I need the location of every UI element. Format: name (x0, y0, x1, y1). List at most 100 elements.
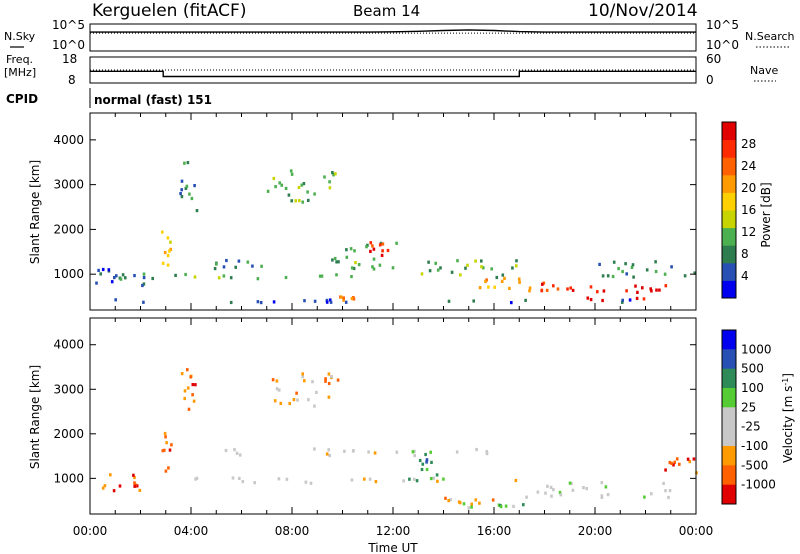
scatter-cell (142, 282, 146, 286)
scatter-cell (601, 274, 605, 278)
scatter-cell (331, 171, 334, 175)
scatter-cell (450, 270, 454, 274)
colorbar-tick-label: 12 (741, 225, 756, 239)
scatter-cell (138, 488, 142, 492)
scatter-cell (133, 481, 136, 485)
scatter-cell (559, 493, 563, 497)
scatter-cell (357, 263, 361, 267)
scatter-cell (164, 469, 168, 473)
scatter-cell (371, 244, 374, 248)
scatter-cell (621, 298, 624, 302)
velocity-scatter (101, 368, 698, 510)
freq-right-bottom-label: 0 (706, 73, 714, 87)
scatter-cell (350, 296, 354, 301)
scatter-cell (168, 448, 172, 452)
scatter-cell (429, 477, 433, 481)
nsearch-label: N.Search (745, 30, 795, 43)
scatter-cell (294, 199, 297, 203)
scatter-cell (442, 477, 445, 481)
scatter-cell (224, 448, 228, 453)
beam-title: Beam 14 (353, 2, 420, 20)
scatter-cell (522, 503, 525, 507)
scatter-cell (428, 269, 432, 273)
scatter-cell (343, 449, 346, 453)
colorbar-segment (722, 227, 736, 246)
scatter-cell (259, 301, 263, 305)
scatter-cell (307, 198, 310, 202)
scatter-cell (470, 505, 473, 509)
scatter-cell (386, 248, 390, 253)
power-panel: 1000 2000 3000 4000 Slant Range [km] 4 8 12 16… (28, 112, 773, 311)
scatter-cell (600, 481, 604, 485)
scatter-cell (284, 186, 288, 190)
scatter-cell (241, 480, 245, 484)
scatter-cell (381, 242, 385, 246)
scatter-cell (391, 266, 395, 270)
colorbar-tick-label: -1000 (741, 478, 776, 492)
scatter-cell (311, 380, 314, 384)
scatter-cell (161, 449, 165, 453)
scatter-cell (301, 372, 304, 376)
scatter-cell (512, 504, 515, 508)
scatter-cell (297, 185, 301, 190)
scatter-cell (474, 259, 477, 263)
x-axis-label: Time UT (367, 541, 418, 554)
scatter-cell (95, 281, 98, 285)
scatter-cell (378, 263, 382, 267)
scatter-cell (238, 453, 242, 457)
scatter-cell (411, 450, 415, 454)
scatter-cell (617, 267, 620, 271)
velocity-colorbar-label: Velocity [m s-1] (781, 373, 796, 463)
colorbar-segment (722, 368, 736, 389)
x-tick-label: 00:00 (73, 524, 108, 538)
scatter-cell (195, 476, 199, 480)
scatter-cell (256, 300, 260, 304)
scatter-cell (132, 473, 135, 477)
scatter-cell (585, 487, 588, 491)
colorbar-frame (721, 329, 737, 505)
scatter-cell (606, 274, 610, 278)
scatter-cell (566, 287, 569, 291)
scatter-cell (193, 184, 196, 188)
freq-right-top-label: 60 (706, 52, 721, 66)
scatter-cell (234, 265, 237, 269)
scatter-cell (420, 467, 424, 472)
power-y-label: Slant Range [km] (28, 160, 42, 264)
scatter-cell (475, 447, 478, 452)
colorbar-segment (722, 262, 736, 281)
scatter-cell (604, 485, 608, 489)
scatter-cell (528, 289, 531, 293)
scatter-cell (425, 467, 429, 472)
scatter-cell (643, 495, 646, 499)
scatter-cell (313, 299, 317, 303)
scatter-cell (166, 263, 170, 267)
scatter-cell (624, 262, 627, 266)
scatter-cell (664, 489, 667, 493)
scatter-cell (570, 481, 573, 486)
scatter-cell (304, 480, 308, 484)
scatter-cell (491, 498, 495, 502)
y-tick-label: 2000 (53, 427, 84, 441)
scatter-cell (655, 288, 658, 292)
scatter-cell (612, 260, 616, 264)
scatter-cell (231, 476, 235, 480)
scatter-cell (161, 261, 165, 265)
y-tick-label: 1000 (53, 267, 84, 281)
scatter-cell (340, 295, 343, 299)
colorbar-tick-label: 100 (741, 381, 764, 395)
scatter-cell (408, 477, 411, 481)
scatter-cell (569, 286, 572, 290)
scatter-cell (222, 274, 226, 278)
scatter-cell (378, 243, 382, 247)
scatter-cell (645, 268, 649, 272)
scatter-cell (336, 378, 340, 382)
cpid-value: normal (fast) 151 (94, 93, 212, 107)
scatter-cell (582, 486, 585, 490)
freq-label-line2: [MHz] (4, 66, 36, 79)
scatter-cell (327, 381, 331, 386)
scatter-cell (349, 247, 353, 251)
scatter-cell (174, 273, 177, 277)
x-tick-label: 12:00 (376, 524, 411, 538)
scatter-cell (367, 450, 370, 454)
scatter-cell (541, 282, 544, 286)
